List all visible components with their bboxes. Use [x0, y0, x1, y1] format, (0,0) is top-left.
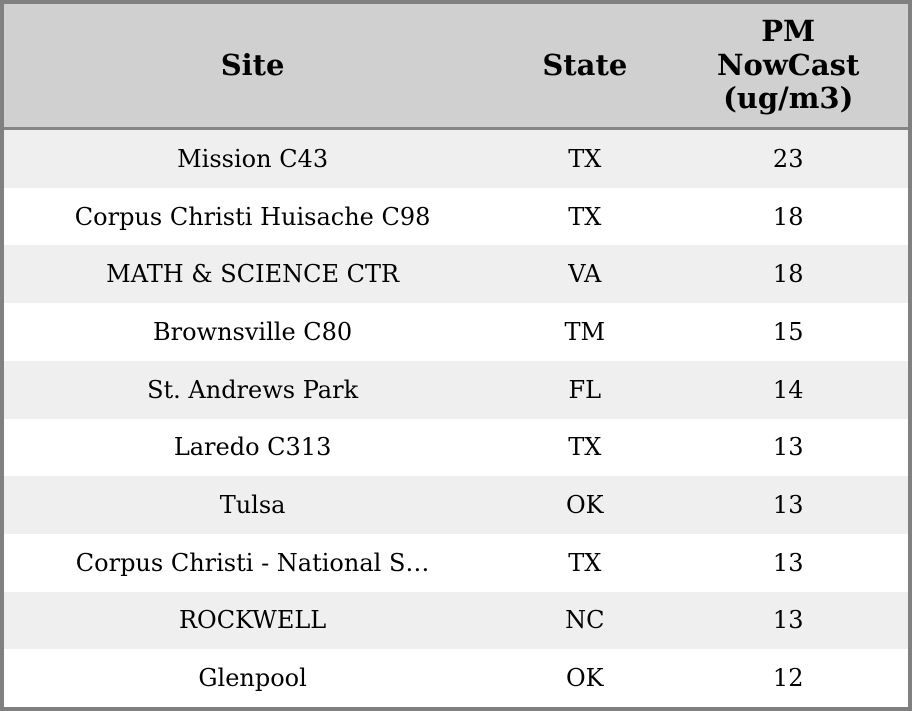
value-cell: 18 [772, 260, 804, 289]
site-cell: Laredo C313 [173, 433, 332, 462]
site-cell: Glenpool [198, 664, 307, 693]
table-row: ROCKWELL NC 13 [4, 591, 908, 650]
state-cell: TM [564, 317, 606, 346]
column-header-site: Site [220, 47, 285, 82]
value-cell: 12 [772, 664, 804, 693]
state-cell: TX [568, 202, 602, 231]
table-row: Corpus Christi - National S… TX 13 [4, 533, 908, 592]
table-row: Mission C43 TX 23 [4, 130, 908, 188]
table-row: Corpus Christi Huisache C98 TX 18 [4, 187, 908, 246]
state-cell: VA [568, 260, 602, 289]
table-row: Tulsa OK 13 [4, 476, 908, 534]
value-cell: 23 [772, 144, 804, 173]
table-body: Mission C43 TX 23 Corpus Christi Huisach… [4, 130, 908, 707]
site-cell: Corpus Christi - National S… [75, 548, 430, 577]
state-cell: TX [568, 144, 602, 173]
state-cell: OK [566, 491, 604, 520]
state-cell: TX [568, 433, 602, 462]
value-cell: 13 [772, 491, 804, 520]
site-cell: Tulsa [219, 491, 286, 520]
value-cell: 13 [772, 606, 804, 635]
value-cell: 14 [772, 375, 804, 404]
table-row: MATH & SCIENCE CTR VA 18 [4, 245, 908, 304]
value-cell: 18 [772, 202, 804, 231]
site-cell: ROCKWELL [178, 606, 327, 635]
value-cell: 15 [772, 317, 804, 346]
value-cell: 13 [772, 433, 804, 462]
state-cell: OK [566, 664, 604, 693]
site-cell: MATH & SCIENCE CTR [106, 260, 400, 289]
site-cell: Brownsville C80 [152, 317, 353, 346]
site-cell: St. Andrews Park [147, 375, 359, 404]
table-row: Glenpool OK 12 [4, 649, 908, 707]
table-row: Brownsville C80 TM 15 [4, 303, 908, 361]
state-cell: NC [565, 606, 605, 635]
column-header-pm-nowcast: PM NowCast (ug/m3) [716, 14, 860, 116]
site-cell: Corpus Christi Huisache C98 [74, 202, 431, 231]
site-cell: Mission C43 [177, 144, 329, 173]
column-header-state: State [542, 47, 628, 82]
table-header-row: Site State PM NowCast (ug/m3) [4, 4, 908, 130]
table-row: Laredo C313 TX 13 [4, 418, 908, 477]
state-cell: TX [568, 548, 602, 577]
value-cell: 13 [772, 548, 804, 577]
table-row: St. Andrews Park FL 14 [4, 360, 908, 419]
state-cell: FL [568, 375, 602, 404]
